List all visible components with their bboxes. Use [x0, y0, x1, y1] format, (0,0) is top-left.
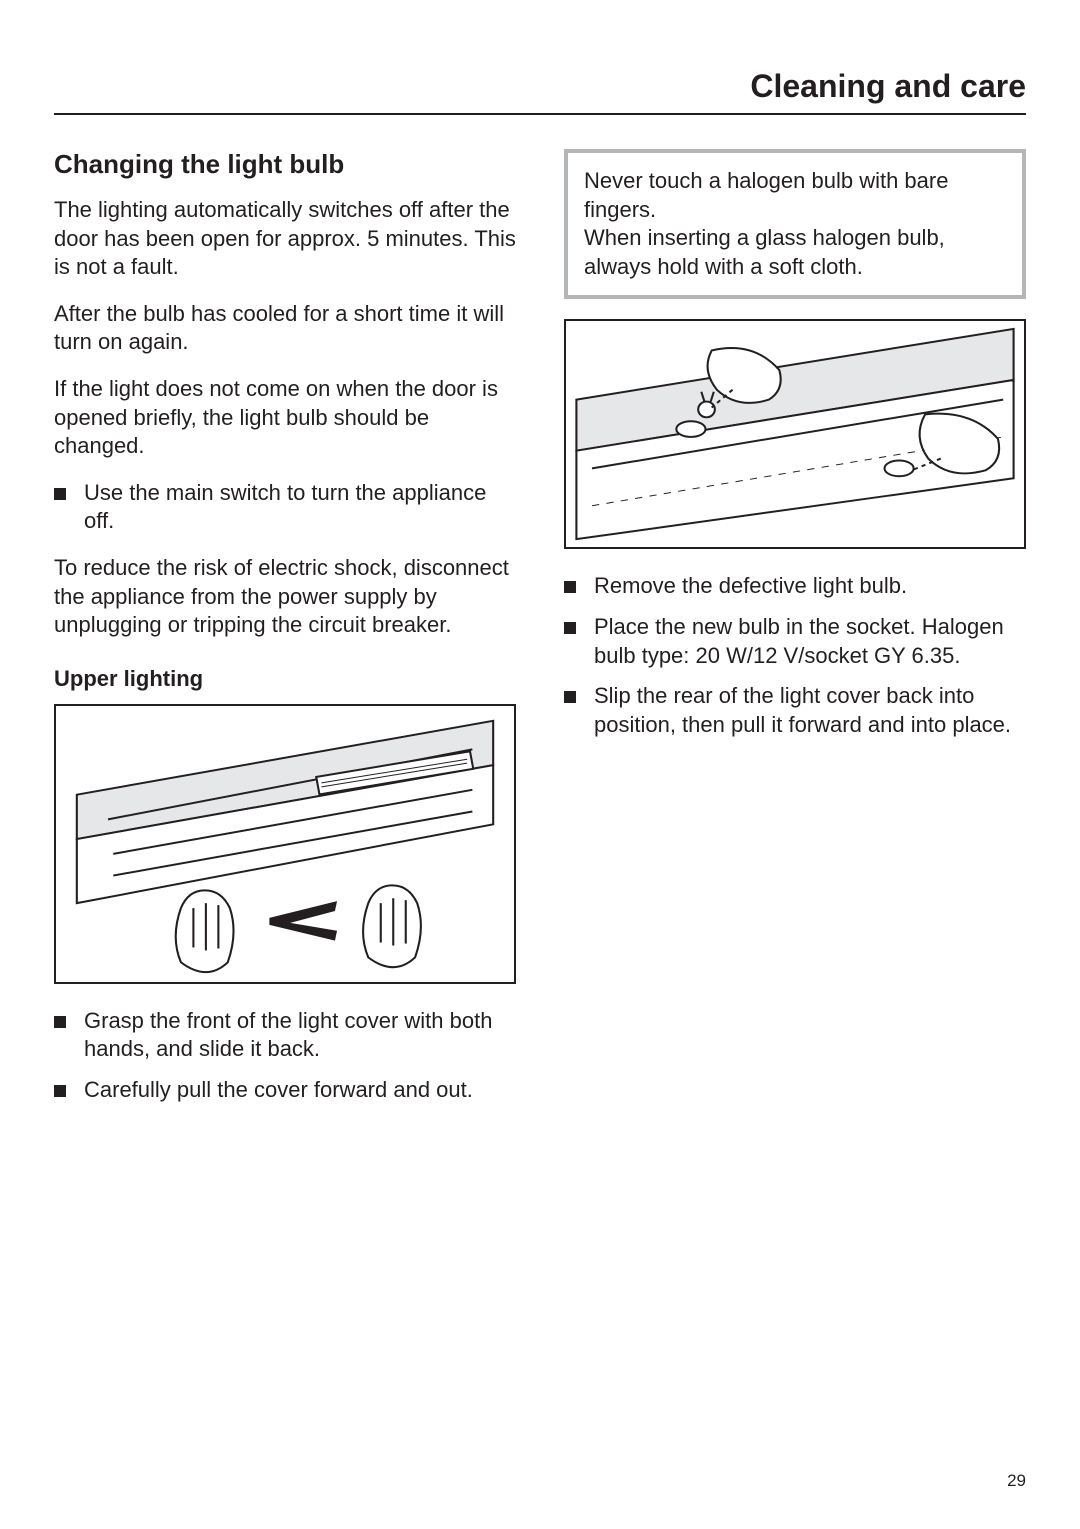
paragraph: After the bulb has cooled for a short ti… [54, 300, 516, 357]
figure-light-cover-remove [54, 704, 516, 984]
figure-bulb-replace [564, 319, 1026, 549]
callout-line: Never touch a halogen bulb with bare fin… [584, 167, 1006, 224]
right-column: Never touch a halogen bulb with bare fin… [564, 149, 1026, 1123]
bullet-list: Remove the defective light bulb. Place t… [564, 572, 1026, 739]
list-item: Use the main switch to turn the applianc… [54, 479, 516, 536]
bullet-list: Use the main switch to turn the applianc… [54, 479, 516, 536]
list-item: Place the new bulb in the socket. Haloge… [564, 613, 1026, 670]
page-number: 29 [1007, 1471, 1026, 1491]
list-item: Remove the defective light bulb. [564, 572, 1026, 601]
two-column-layout: Changing the light bulb The lighting aut… [54, 149, 1026, 1123]
callout-line: When inserting a glass halogen bulb, alw… [584, 224, 1006, 281]
list-item: Slip the rear of the light cover back in… [564, 682, 1026, 739]
paragraph: To reduce the risk of electric shock, di… [54, 554, 516, 640]
warning-callout: Never touch a halogen bulb with bare fin… [564, 149, 1026, 299]
list-item: Grasp the front of the light cover with … [54, 1007, 516, 1064]
paragraph: If the light does not come on when the d… [54, 375, 516, 461]
bullet-list: Grasp the front of the light cover with … [54, 1007, 516, 1105]
paragraph: The lighting automatically switches off … [54, 196, 516, 282]
list-item: Carefully pull the cover forward and out… [54, 1076, 516, 1105]
subtitle-changing-bulb: Changing the light bulb [54, 149, 516, 180]
section-title: Cleaning and care [54, 68, 1026, 115]
left-column: Changing the light bulb The lighting aut… [54, 149, 516, 1123]
subhead-upper-lighting: Upper lighting [54, 666, 516, 692]
